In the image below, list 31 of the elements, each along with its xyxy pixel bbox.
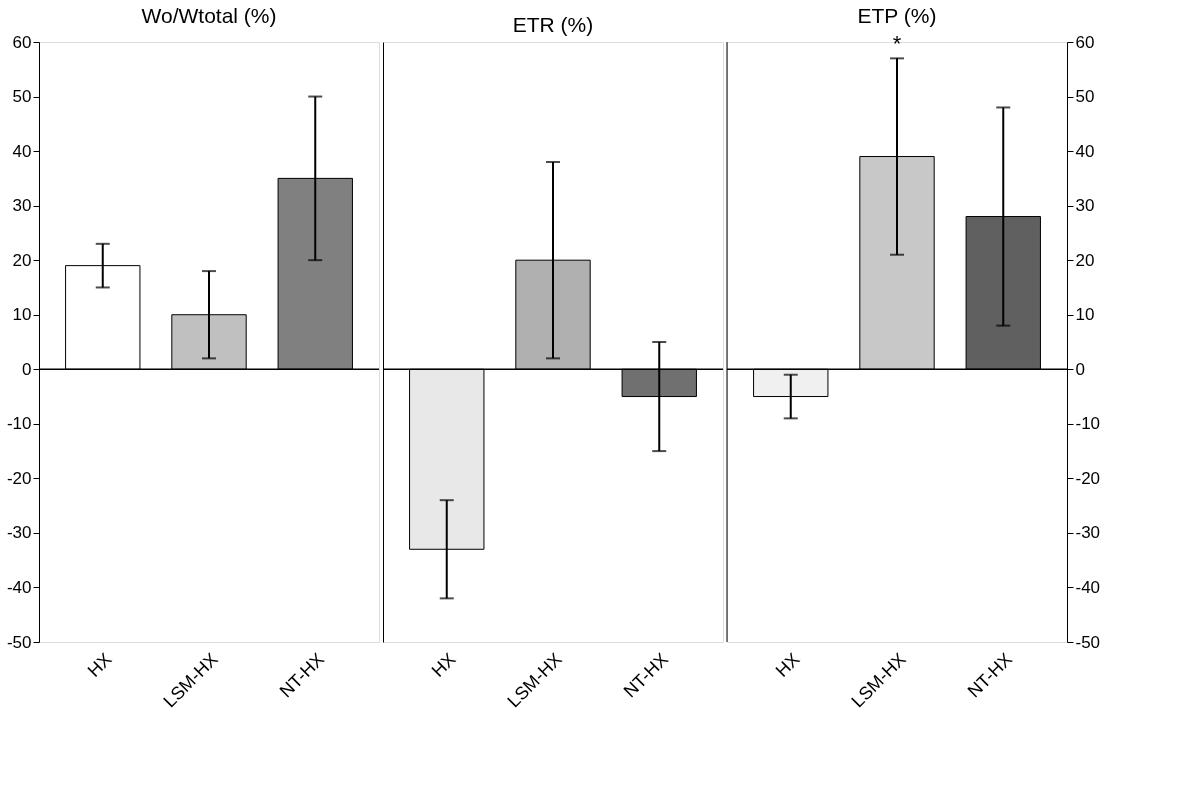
y-tick-label: -30: [6, 523, 32, 543]
y-tick-label: 20: [12, 250, 32, 270]
x-tick-label: HX: [427, 649, 460, 681]
y-tick-label: 0: [1075, 359, 1085, 379]
x-tick-label: HX: [83, 649, 116, 681]
y-tick-label: 50: [12, 87, 32, 107]
y-tick-label: -40: [1075, 577, 1101, 597]
y-tick-label: 0: [22, 359, 32, 379]
chart-title: ETR (%): [512, 13, 594, 36]
y-tick-label: -10: [1075, 414, 1101, 434]
y-tick-label: 50: [1075, 87, 1095, 107]
y-tick-label: 40: [12, 141, 32, 161]
y-tick-label: -50: [1075, 632, 1101, 652]
y-tick-label: 20: [1075, 250, 1095, 270]
y-tick-label: 40: [1075, 141, 1095, 161]
y-tick-label: -10: [6, 414, 32, 434]
y-tick-label: -50: [6, 632, 32, 652]
y-tick-label: 10: [1075, 305, 1095, 325]
x-tick-label: HX: [771, 649, 804, 681]
y-tick-label: 30: [1075, 196, 1095, 216]
chart-title: ETP (%): [857, 4, 937, 27]
y-tick-label: -20: [6, 468, 32, 488]
chart-title: Wo/Wtotal (%): [141, 4, 277, 27]
y-tick-label: 10: [12, 305, 32, 325]
y-tick-label: 60: [1075, 32, 1095, 52]
y-tick-label: 30: [12, 196, 32, 216]
y-tick-label: -40: [6, 577, 32, 597]
annotation: *: [892, 31, 902, 57]
y-tick-label: 60: [12, 32, 32, 52]
y-tick-label: -30: [1075, 523, 1101, 543]
y-tick-label: -20: [1075, 468, 1101, 488]
